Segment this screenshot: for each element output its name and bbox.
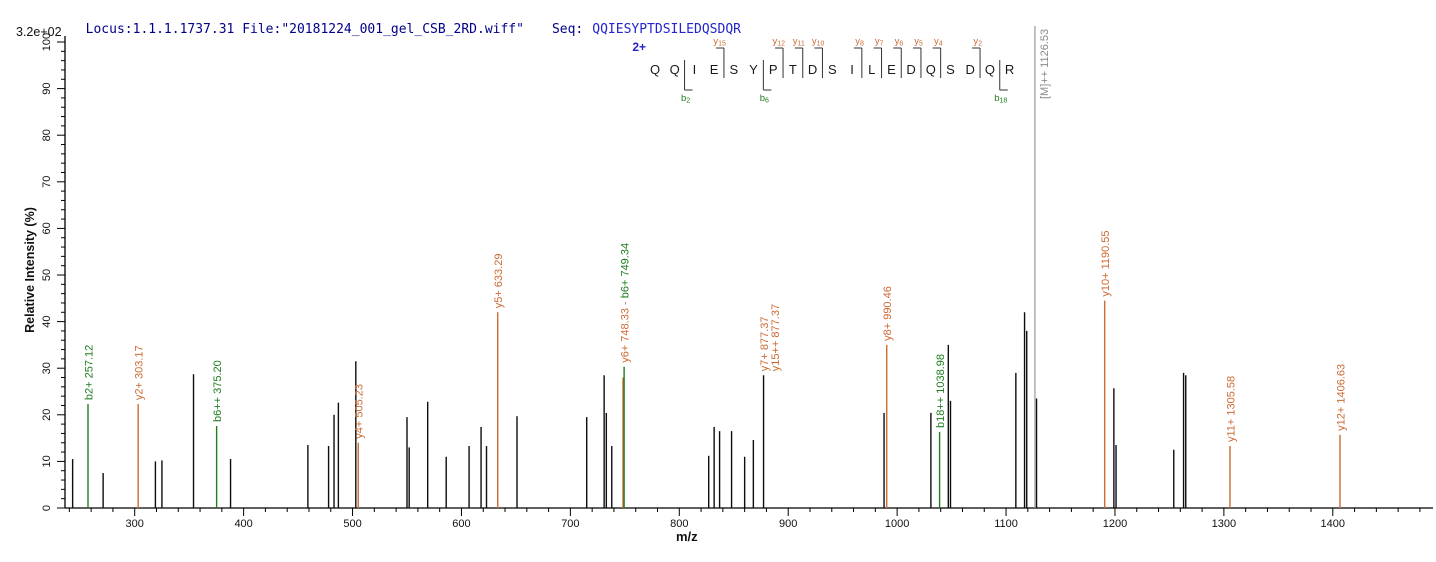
sequence-residue: I — [693, 62, 697, 77]
y-tick-label: 50 — [41, 269, 53, 281]
sequence-residue: L — [868, 62, 875, 77]
sequence-residue: Q — [985, 62, 995, 77]
y10-ion-label: y10 — [812, 36, 825, 48]
sequence-residue: R — [1005, 62, 1014, 77]
locus-file-label: Locus:1.1.1.1737.31 File:"20181224_001_g… — [85, 22, 524, 37]
x-tick-label: 400 — [234, 518, 252, 530]
sequence-residue: S — [729, 62, 738, 77]
y-tick-label: 40 — [41, 315, 53, 327]
x-tick-label: 1400 — [1321, 518, 1345, 530]
header: Locus:1.1.1.1737.31 File:"20181224_001_g… — [70, 7, 741, 37]
y-tick-label: 70 — [41, 176, 53, 188]
x-tick-label: 300 — [126, 518, 144, 530]
sequence-residue: E — [887, 62, 896, 77]
sequence-residue: P — [769, 62, 778, 77]
peak-label: y5+ 633.29 — [493, 254, 505, 309]
x-tick-label: 700 — [561, 518, 579, 530]
sequence-residue: Q — [670, 62, 680, 77]
peak-label: y4+ 505.23 — [354, 384, 366, 439]
peak-label: y8+ 990.46 — [882, 286, 894, 341]
y-tick-label: 20 — [41, 409, 53, 421]
peak-label: y7+ 877.37 — [759, 316, 771, 371]
b18-ion-label: b18 — [994, 93, 1007, 105]
peak-label: y2+ 303.17 — [134, 345, 146, 400]
y4-ion-label: y4 — [934, 36, 943, 48]
b2-ion-label: b2 — [681, 93, 690, 105]
x-tick-label: 1300 — [1212, 518, 1236, 530]
sequence-residue: D — [966, 62, 975, 77]
x-tick-label: 600 — [452, 518, 470, 530]
y-tick-label: 30 — [41, 362, 53, 374]
y7-ion-label: y7 — [875, 36, 884, 48]
y2-ion-label: y2 — [973, 36, 982, 48]
sequence-residue: S — [828, 62, 837, 77]
peak-label: y6+ 748.33 - b6+ 749.34 — [620, 243, 632, 363]
sequence-residue: Q — [926, 62, 936, 77]
peak-label: b18++ 1038.98 — [935, 354, 947, 428]
sequence-residue: I — [850, 62, 854, 77]
sequence-residue: S — [946, 62, 955, 77]
x-tick-label: 1000 — [885, 518, 909, 530]
peak-label: y10+ 1190.55 — [1100, 230, 1112, 296]
base-peak-intensity: 3.2e+02 — [16, 25, 62, 39]
precursor-charge-label: 2+ — [632, 40, 646, 54]
peak-label: b6++ 375.20 — [212, 360, 224, 422]
y-tick-label: 80 — [41, 129, 53, 141]
x-axis-title: m/z — [676, 529, 698, 544]
x-tick-label: 800 — [670, 518, 688, 530]
y11-ion-label: y11 — [793, 36, 805, 48]
peak-label: y12+ 1406.63 — [1336, 364, 1348, 431]
y12-ion-label: y12 — [773, 36, 786, 48]
sequence-residue: D — [906, 62, 915, 77]
sequence-residue: Q — [650, 62, 660, 77]
peak-label: y15++ 877.37 — [770, 304, 782, 371]
seq-value: QQIESYPTDSILEDQSDQR — [592, 22, 741, 37]
peak-label: y11+ 1305.58 — [1225, 376, 1237, 442]
y6-ion-label: y6 — [895, 36, 904, 48]
b6-ion-label: b6 — [760, 93, 769, 105]
sequence-residue: Y — [749, 62, 758, 77]
x-tick-label: 1200 — [1103, 518, 1127, 530]
y-tick-label: 100 — [41, 33, 53, 51]
sequence-residue: E — [710, 62, 719, 77]
sequence-residue: D — [808, 62, 817, 77]
precursor-label: [M]++ 1126.53 — [1039, 29, 1051, 99]
peak-label: b2+ 257.12 — [84, 345, 96, 400]
x-tick-label: 1100 — [994, 518, 1018, 530]
x-tick-label: 900 — [779, 518, 797, 530]
sequence-residue: T — [789, 62, 797, 77]
x-tick-label: 500 — [343, 518, 361, 530]
y5-ion-label: y5 — [914, 36, 923, 48]
y15-ion-label: y15 — [713, 36, 726, 48]
seq-label: Seq: — [551, 22, 584, 37]
y-tick-label: 90 — [41, 82, 53, 94]
y-tick-label: 10 — [41, 455, 53, 467]
y8-ion-label: y8 — [855, 36, 864, 48]
y-tick-label: 0 — [41, 505, 53, 511]
y-tick-label: 60 — [41, 222, 53, 234]
